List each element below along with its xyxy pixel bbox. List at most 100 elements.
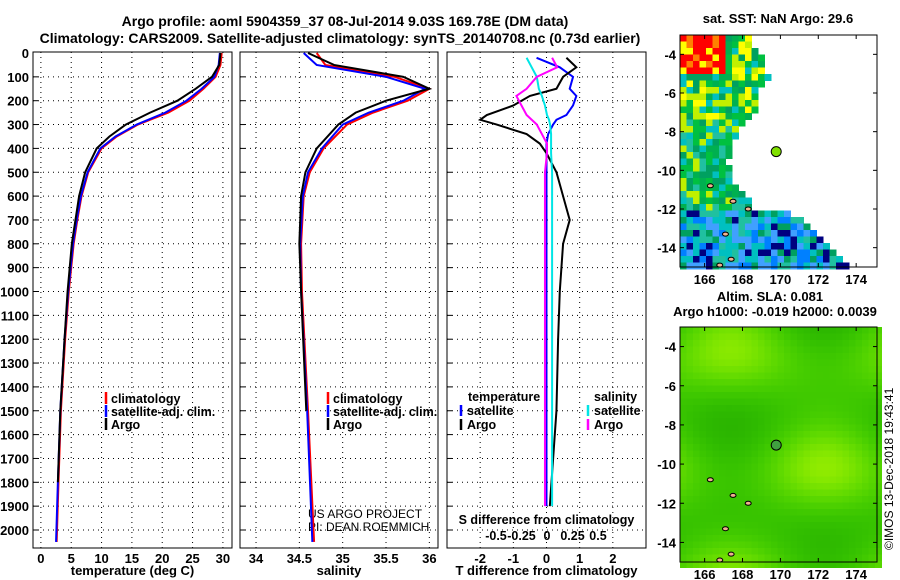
sla-cell — [764, 496, 772, 503]
sla-cell — [829, 554, 837, 562]
sla-cell — [771, 424, 778, 432]
sst-cell — [719, 158, 726, 166]
sla-cell — [868, 346, 876, 354]
x2-tick-label: 0.5 — [589, 529, 606, 543]
sla-cell — [803, 450, 811, 458]
sla-cell — [738, 353, 746, 360]
sst-cell — [719, 126, 726, 133]
sla-cell — [706, 548, 713, 555]
sla-cell — [758, 366, 765, 373]
sla-cell — [738, 463, 746, 471]
sla-cell — [745, 554, 752, 562]
sst-cell — [777, 236, 785, 244]
sla-cell — [810, 509, 817, 516]
x-tick-label: 34.5 — [287, 551, 312, 566]
sla-cell — [823, 502, 830, 510]
sla-cell — [764, 327, 772, 334]
sst-cell — [693, 165, 700, 172]
sst-cell — [725, 165, 733, 172]
sla-cell — [829, 437, 837, 445]
sla-cell — [751, 366, 759, 373]
sst-cell — [745, 100, 752, 107]
sst-cell — [693, 139, 700, 146]
sla-cell — [680, 333, 687, 341]
sst-cell — [829, 256, 837, 263]
sla-cell — [725, 340, 733, 347]
sst-cell — [745, 210, 752, 218]
sla-cell — [758, 385, 765, 393]
sla-cell — [855, 541, 863, 549]
sla-cell — [829, 366, 837, 373]
legend-title-salinity: salinity — [594, 390, 637, 404]
sla-cell — [725, 418, 733, 425]
sla-cell — [855, 509, 863, 516]
sla-cell — [875, 392, 882, 399]
sst-cell — [693, 158, 700, 166]
sla-cell — [862, 483, 869, 490]
sla-cell — [868, 424, 876, 432]
sst-cell — [693, 230, 700, 237]
sla-cell — [712, 528, 720, 536]
y-tick-label: 700 — [7, 213, 29, 228]
x-tick-label: -1 — [508, 551, 520, 566]
sla-cell — [686, 450, 694, 458]
sla-cell — [790, 528, 798, 536]
sla-cell — [706, 515, 713, 523]
sst-cell — [725, 191, 733, 198]
sst-cell — [686, 74, 694, 81]
sla-cell — [823, 359, 830, 367]
sla-cell — [790, 457, 798, 464]
sst-cell — [712, 106, 720, 114]
sla-cell — [849, 366, 856, 373]
sla-cell — [680, 353, 687, 360]
sla-cell — [738, 528, 746, 536]
sla-cell — [751, 470, 759, 477]
sla-cell — [816, 470, 824, 477]
sst-cell — [699, 100, 707, 107]
sla-cell — [686, 418, 694, 425]
sst-cell — [706, 41, 713, 49]
sla-cell — [842, 353, 850, 360]
sst-cell — [712, 204, 720, 211]
sla-cell — [732, 528, 739, 536]
sla-cell — [797, 457, 804, 464]
sla-cell — [758, 554, 765, 562]
sla-cell — [693, 502, 700, 510]
sst-cell — [745, 74, 752, 81]
sla-cell — [764, 333, 772, 341]
sst-cell — [699, 54, 707, 62]
sst-cell — [751, 61, 759, 68]
sla-cell — [751, 496, 759, 503]
sla-cell — [777, 450, 785, 458]
sla-cell — [758, 424, 765, 432]
sla-cell — [712, 515, 720, 523]
sla-cell — [797, 470, 804, 477]
sst-cell — [686, 106, 694, 114]
sla-cell — [771, 411, 778, 419]
sla-cell — [745, 340, 752, 347]
sla-cell — [777, 496, 785, 503]
sla-cell — [855, 431, 863, 438]
sla-cell — [732, 366, 739, 373]
sst-cell — [686, 67, 694, 75]
sla-cell — [875, 327, 882, 334]
sla-cell — [764, 450, 772, 458]
sst-cell — [784, 249, 791, 257]
sst-cell — [810, 230, 817, 237]
sla-cell — [699, 359, 707, 367]
sla-cell — [764, 541, 772, 549]
sst-cell — [712, 230, 720, 237]
sla-cell — [790, 353, 798, 360]
sla-cell — [732, 535, 739, 542]
sst-cell — [719, 132, 726, 140]
sla-cell — [758, 359, 765, 367]
sla-cell — [803, 463, 811, 471]
sst-cell — [738, 119, 746, 127]
legend-label: satellite — [467, 404, 514, 418]
sla-cell — [693, 411, 700, 419]
sst-cell — [751, 236, 759, 244]
sla-cell — [777, 327, 785, 334]
sla-cell — [706, 450, 713, 458]
sla-cell — [725, 554, 733, 562]
sla-cell — [842, 418, 850, 425]
